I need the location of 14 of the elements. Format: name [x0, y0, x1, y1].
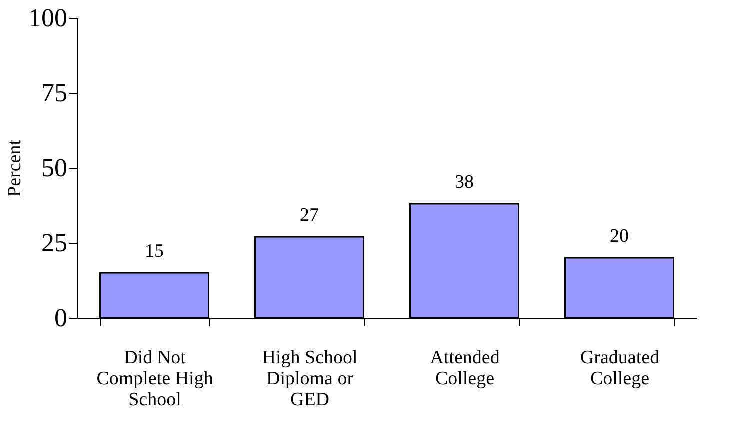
y-tick-label: 50: [42, 154, 68, 182]
y-tick-label: 0: [54, 304, 68, 332]
x-tick-label: Attended College: [430, 348, 500, 390]
x-tick-label: Did Not Complete High School: [96, 348, 214, 410]
data-label: 38: [455, 172, 474, 193]
y-tick-label: 100: [28, 4, 68, 32]
data-label: 20: [610, 226, 629, 247]
x-tick-label: High School Diploma or GED: [262, 348, 358, 410]
y-tick-label: 75: [42, 78, 68, 108]
data-label: 27: [300, 205, 319, 226]
x-tick-label: Graduated College: [580, 348, 660, 390]
y-tick-label: 25: [42, 228, 68, 258]
data-label: 15: [145, 241, 164, 262]
y-axis-title: Percent: [4, 139, 26, 197]
